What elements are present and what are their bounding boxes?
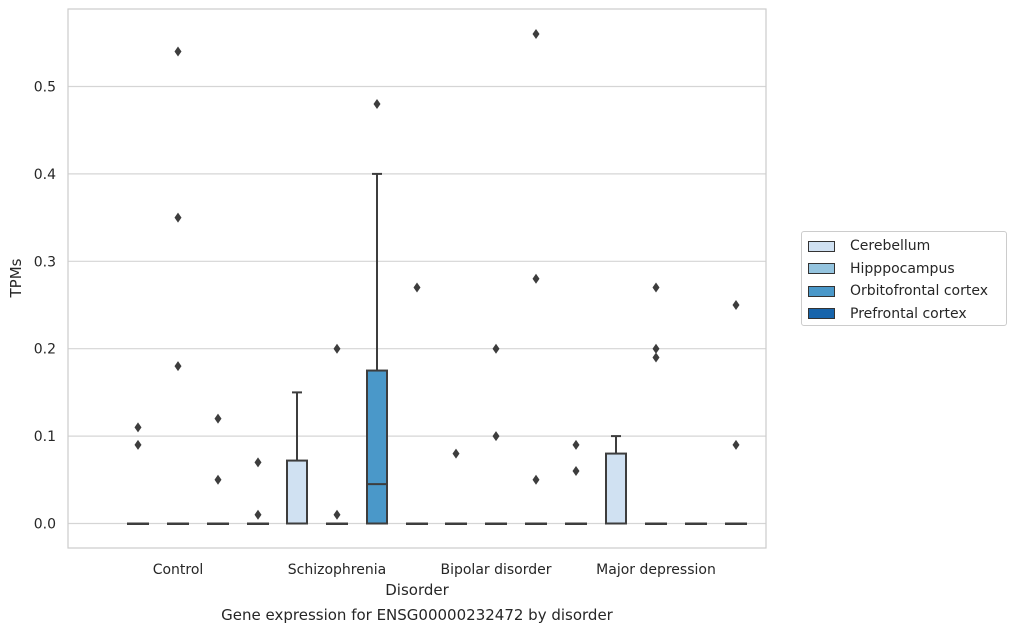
outlier-point (134, 439, 142, 450)
grid-lines (68, 85, 766, 525)
legend-swatch-orbitofrontal (808, 285, 835, 297)
legend-label-hippocampus: Hipppocampus (850, 260, 955, 277)
outlier-point (532, 273, 540, 284)
legend-swatch-hippocampus (808, 263, 835, 275)
box-group (286, 391, 308, 525)
box-group (366, 98, 388, 525)
legend-entry-orbitofrontal: Orbitofrontal cortex (808, 280, 1006, 303)
outlier-point (652, 343, 660, 354)
box-group (326, 343, 348, 525)
y-tick-label: 0.1 (34, 429, 56, 445)
outlier-point (452, 448, 460, 459)
outlier-point (652, 352, 660, 363)
legend-swatch-prefrontal (808, 308, 835, 320)
box-group (565, 439, 587, 525)
y-tick-label: 0.4 (34, 167, 56, 183)
outlier-point (413, 282, 421, 293)
box-group (725, 300, 747, 525)
box-group (445, 448, 467, 525)
box-body (286, 459, 308, 525)
box-group (525, 29, 547, 525)
box-group (485, 343, 507, 525)
box-group (406, 282, 428, 525)
x-axis-label: Disorder (385, 581, 449, 599)
box-marks (127, 29, 747, 525)
box-group (247, 457, 269, 525)
y-tick-label: 0.3 (34, 254, 56, 270)
outlier-point (174, 46, 182, 57)
outlier-point (532, 29, 540, 40)
outlier-point (492, 343, 500, 354)
outlier-point (174, 361, 182, 372)
outlier-point (333, 343, 341, 354)
outlier-point (214, 413, 222, 424)
box-body (605, 452, 627, 525)
y-tick-label: 0.0 (34, 517, 56, 533)
legend: Cerebellum Hipppocampus Orbitofrontal co… (801, 231, 1007, 326)
y-tick-label: 0.5 (34, 80, 56, 96)
legend-entry-prefrontal: Prefrontal cortex (808, 303, 1006, 326)
x-tick-label: Bipolar disorder (440, 562, 551, 578)
box-body (366, 369, 388, 525)
outlier-point (492, 431, 500, 442)
outlier-point (652, 282, 660, 293)
outlier-point (732, 300, 740, 310)
y-axis-label: TPMs (7, 258, 25, 298)
outlier-point (254, 457, 262, 468)
outlier-point (254, 509, 262, 520)
legend-label-orbitofrontal: Orbitofrontal cortex (850, 283, 988, 300)
box-group (167, 46, 189, 525)
outlier-point (572, 439, 580, 450)
box-group (207, 413, 229, 525)
box-group (605, 435, 627, 525)
outlier-point (572, 466, 580, 477)
outlier-point (532, 474, 540, 485)
y-tick-label: 0.2 (34, 342, 56, 358)
plot-frame (67, 8, 767, 549)
box-group (645, 282, 667, 525)
legend-label-cerebellum: Cerebellum (850, 238, 931, 255)
outlier-point (174, 212, 182, 223)
legend-entry-hippocampus: Hipppocampus (808, 258, 1006, 281)
box-group (685, 522, 707, 525)
x-tick-label: Control (153, 562, 204, 578)
figure-caption: Gene expression for ENSG00000232472 by d… (221, 606, 613, 624)
outlier-point (333, 509, 341, 520)
x-tick-label: Major depression (596, 562, 716, 578)
box-group (127, 422, 149, 525)
legend-entry-cerebellum: Cerebellum (808, 235, 1006, 258)
outlier-point (373, 98, 381, 109)
legend-swatch-cerebellum (808, 240, 835, 252)
axis-labels: 0.0 0.1 0.2 0.3 0.4 0.5 Control Schizophrenia Bi… (34, 80, 716, 579)
outlier-point (214, 474, 222, 485)
x-tick-label: Schizophrenia (288, 562, 386, 578)
outlier-point (134, 422, 142, 433)
legend-label-prefrontal: Prefrontal cortex (850, 305, 967, 322)
outlier-point (732, 439, 740, 450)
